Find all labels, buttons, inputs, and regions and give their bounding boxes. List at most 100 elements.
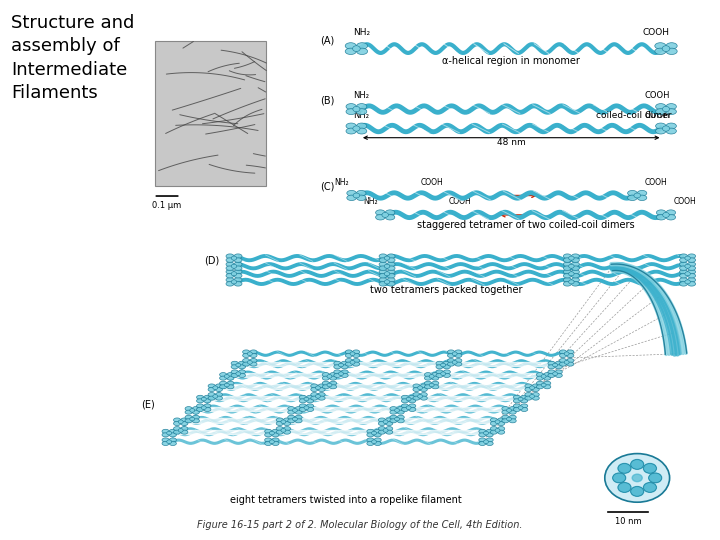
Ellipse shape bbox=[372, 431, 377, 435]
Ellipse shape bbox=[334, 373, 341, 377]
Ellipse shape bbox=[346, 359, 353, 363]
Ellipse shape bbox=[300, 404, 307, 408]
Ellipse shape bbox=[479, 441, 486, 445]
Ellipse shape bbox=[564, 352, 569, 355]
Ellipse shape bbox=[532, 384, 539, 388]
Ellipse shape bbox=[379, 262, 387, 267]
Ellipse shape bbox=[544, 381, 551, 386]
Ellipse shape bbox=[272, 441, 279, 445]
Ellipse shape bbox=[413, 384, 420, 388]
Ellipse shape bbox=[225, 375, 229, 378]
Ellipse shape bbox=[637, 191, 647, 196]
Ellipse shape bbox=[367, 433, 374, 437]
Ellipse shape bbox=[559, 362, 567, 366]
Ellipse shape bbox=[250, 350, 257, 354]
Text: COOH: COOH bbox=[644, 91, 670, 100]
Ellipse shape bbox=[509, 415, 516, 420]
Ellipse shape bbox=[397, 415, 404, 420]
Ellipse shape bbox=[307, 407, 314, 411]
Ellipse shape bbox=[379, 254, 387, 259]
Ellipse shape bbox=[356, 123, 366, 129]
Ellipse shape bbox=[666, 104, 676, 110]
Ellipse shape bbox=[490, 418, 498, 422]
Ellipse shape bbox=[567, 362, 574, 366]
Ellipse shape bbox=[544, 376, 551, 380]
Ellipse shape bbox=[356, 104, 366, 110]
Ellipse shape bbox=[387, 273, 395, 278]
Ellipse shape bbox=[236, 372, 240, 375]
Ellipse shape bbox=[436, 370, 443, 374]
Ellipse shape bbox=[498, 430, 505, 434]
Ellipse shape bbox=[315, 395, 320, 398]
Ellipse shape bbox=[384, 264, 390, 268]
Ellipse shape bbox=[429, 383, 434, 387]
Ellipse shape bbox=[276, 418, 284, 422]
Ellipse shape bbox=[234, 258, 242, 262]
Ellipse shape bbox=[395, 409, 400, 412]
Ellipse shape bbox=[236, 363, 240, 367]
Ellipse shape bbox=[509, 407, 516, 411]
Ellipse shape bbox=[656, 123, 666, 129]
Ellipse shape bbox=[379, 273, 387, 278]
Ellipse shape bbox=[455, 362, 462, 366]
Ellipse shape bbox=[350, 361, 355, 364]
Ellipse shape bbox=[162, 429, 169, 434]
Ellipse shape bbox=[292, 417, 297, 421]
Ellipse shape bbox=[307, 395, 314, 400]
Circle shape bbox=[644, 483, 657, 492]
Ellipse shape bbox=[455, 359, 462, 363]
Ellipse shape bbox=[179, 420, 183, 423]
Ellipse shape bbox=[402, 399, 408, 403]
Text: NH₂: NH₂ bbox=[353, 111, 369, 120]
Ellipse shape bbox=[563, 254, 572, 259]
Ellipse shape bbox=[441, 372, 446, 375]
Ellipse shape bbox=[532, 393, 539, 397]
Ellipse shape bbox=[169, 441, 176, 445]
Ellipse shape bbox=[507, 417, 511, 421]
Ellipse shape bbox=[479, 433, 486, 437]
Ellipse shape bbox=[425, 376, 431, 380]
Text: eight tetramers twisted into a ropelike filament: eight tetramers twisted into a ropelike … bbox=[230, 495, 462, 505]
Ellipse shape bbox=[628, 195, 637, 200]
Text: COOH: COOH bbox=[449, 197, 472, 206]
Ellipse shape bbox=[406, 397, 411, 401]
Text: Structure and
assembly of
Intermediate
Filaments: Structure and assembly of Intermediate F… bbox=[11, 14, 134, 102]
Ellipse shape bbox=[397, 410, 404, 414]
Ellipse shape bbox=[420, 393, 427, 397]
Ellipse shape bbox=[688, 269, 696, 274]
Ellipse shape bbox=[666, 43, 678, 49]
Text: (D): (D) bbox=[204, 255, 220, 266]
Ellipse shape bbox=[525, 387, 532, 392]
Ellipse shape bbox=[226, 262, 234, 267]
Ellipse shape bbox=[231, 264, 237, 268]
Ellipse shape bbox=[379, 278, 387, 282]
Ellipse shape bbox=[490, 430, 498, 434]
Ellipse shape bbox=[243, 362, 250, 366]
Ellipse shape bbox=[685, 256, 690, 260]
Ellipse shape bbox=[225, 383, 229, 387]
Ellipse shape bbox=[498, 421, 505, 426]
Ellipse shape bbox=[307, 399, 314, 403]
Ellipse shape bbox=[525, 393, 532, 397]
Ellipse shape bbox=[685, 280, 690, 284]
Ellipse shape bbox=[353, 353, 360, 357]
Ellipse shape bbox=[379, 269, 387, 274]
Ellipse shape bbox=[269, 431, 274, 435]
Ellipse shape bbox=[227, 373, 234, 377]
Ellipse shape bbox=[272, 429, 279, 434]
Ellipse shape bbox=[486, 429, 493, 434]
Text: two tetramers packed together: two tetramers packed together bbox=[370, 285, 523, 295]
Ellipse shape bbox=[680, 266, 688, 271]
Ellipse shape bbox=[572, 278, 580, 282]
Ellipse shape bbox=[386, 430, 392, 434]
Ellipse shape bbox=[174, 421, 181, 426]
Ellipse shape bbox=[548, 361, 555, 366]
Ellipse shape bbox=[390, 415, 397, 420]
Text: 48 nm: 48 nm bbox=[497, 138, 526, 147]
Ellipse shape bbox=[572, 262, 580, 267]
Ellipse shape bbox=[292, 409, 297, 412]
Ellipse shape bbox=[190, 409, 194, 412]
Ellipse shape bbox=[162, 441, 169, 445]
Ellipse shape bbox=[341, 364, 348, 369]
Ellipse shape bbox=[390, 407, 397, 411]
